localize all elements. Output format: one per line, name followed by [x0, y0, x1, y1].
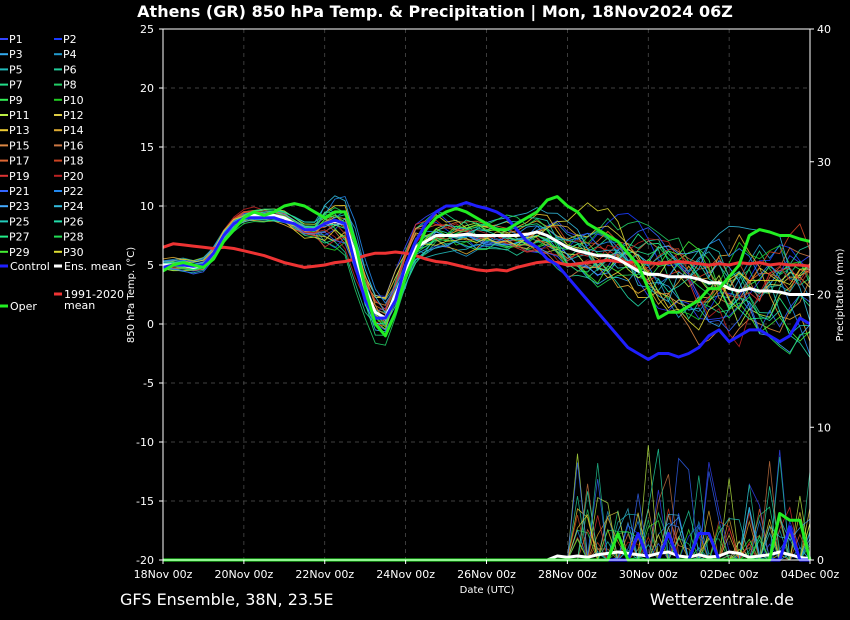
y-axis-ticks: 25 20 15 10 5 0 -5 -10 -15 -20 — [136, 23, 163, 567]
y-tick-label: 25 — [140, 23, 154, 36]
legend-entry-p20: P20 — [63, 170, 84, 183]
main-series — [162, 195, 812, 562]
legend-entry-p6: P6 — [63, 63, 77, 76]
y2-tick-label: 10 — [817, 421, 831, 434]
legend-entry-p26: P26 — [63, 215, 84, 228]
x-axis-ticks: 18Nov 00z 20Nov 00z 22Nov 00z 24Nov 00z 26No… — [134, 560, 840, 581]
legend: P1 P2 P3 P4 P5 P6 P7 P8 P9 P10 P11 P12 P13 P14 P15 P16 P… — [0, 33, 124, 313]
legend-entry-p15: P15 — [9, 139, 30, 152]
legend-entry-p22: P22 — [63, 185, 84, 198]
y2-tick-label: 30 — [817, 156, 831, 169]
member-precip-p27 — [163, 515, 811, 562]
x-tick-label: 22Nov 00z — [295, 568, 354, 581]
y-tick-label: 15 — [140, 141, 154, 154]
y-tick-label: -5 — [143, 377, 154, 390]
legend-entry-p7: P7 — [9, 79, 23, 92]
legend-entry-p2: P2 — [63, 33, 77, 46]
y-tick-label: -15 — [136, 495, 154, 508]
x-tick-label: 18Nov 00z — [134, 568, 193, 581]
series-line-1991-2020-mean — [162, 242, 811, 273]
legend-entry-p4: P4 — [63, 48, 77, 61]
y2-axis-ticks: 40 30 20 10 0 — [810, 23, 831, 567]
series-line-control — [162, 201, 811, 361]
y-tick-label: -20 — [136, 554, 154, 567]
y-axis-label: 850 hPa Temp. (°C) — [126, 247, 137, 343]
legend-entry-p8: P8 — [63, 79, 77, 92]
legend-entry-p27: P27 — [9, 231, 30, 244]
legend-entry-p28: P28 — [63, 231, 84, 244]
legend-entry-p30: P30 — [63, 246, 84, 259]
y2-tick-label: 20 — [817, 289, 831, 302]
footer-source: Wetterzentrale.de — [650, 590, 794, 609]
series-line-ens-mean — [163, 213, 810, 320]
x-tick-label: 24Nov 00z — [376, 568, 435, 581]
legend-entry-p23: P23 — [9, 200, 30, 213]
x-tick-label: 26Nov 00z — [457, 568, 516, 581]
legend-entry-p14: P14 — [63, 124, 84, 137]
legend-entry-p29: P29 — [9, 246, 30, 259]
member-precip-p30 — [163, 513, 811, 561]
legend-entry-p3: P3 — [9, 48, 23, 61]
member-line-p22 — [162, 195, 811, 355]
legend-entry-p17: P17 — [9, 155, 30, 168]
x-axis-label: Date (UTC) — [460, 585, 515, 596]
legend-entry-p1: P1 — [9, 33, 23, 46]
y2-tick-label: 40 — [817, 23, 831, 36]
legend-entry-p18: P18 — [63, 155, 84, 168]
y-tick-label: 5 — [147, 259, 154, 272]
legend-entry-oper: Oper — [10, 300, 37, 313]
y-tick-label: 20 — [140, 82, 154, 95]
legend-entry-p5: P5 — [9, 63, 23, 76]
x-tick-label: 28Nov 00z — [538, 568, 597, 581]
footer-model-info: GFS Ensemble, 38N, 23.5E — [120, 590, 333, 609]
chart-title: Athens (GR) 850 hPa Temp. & Precipitatio… — [137, 2, 733, 22]
legend-entry-p24: P24 — [63, 200, 84, 213]
x-tick-label: 20Nov 00z — [215, 568, 274, 581]
y-tick-label: -10 — [136, 436, 154, 449]
legend-entry-p9: P9 — [9, 94, 23, 107]
legend-entry-ens-mean: Ens. mean — [64, 260, 122, 273]
x-tick-label: 02Dec 00z — [700, 568, 759, 581]
legend-entry-p13: P13 — [9, 124, 30, 137]
legend-entry-p12: P12 — [63, 109, 84, 122]
legend-entry-p21: P21 — [9, 185, 30, 198]
ensemble-members — [162, 195, 811, 562]
legend-entry-1991-2020-mean: 1991-2020 mean — [64, 288, 124, 312]
member-line-p25 — [162, 210, 811, 336]
series-line-oper — [162, 195, 811, 338]
legend-entry-control: Control — [10, 260, 50, 273]
legend-entry-p25: P25 — [9, 215, 30, 228]
x-tick-label: 04Dec 00z — [781, 568, 840, 581]
x-tick-label: 30Nov 00z — [619, 568, 678, 581]
legend-entry-p10: P10 — [63, 94, 84, 107]
legend-entry-p19: P19 — [9, 170, 30, 183]
legend-entry-p16: P16 — [63, 139, 84, 152]
y-tick-label: 0 — [147, 318, 154, 331]
y-tick-label: 10 — [140, 200, 154, 213]
y2-tick-label: 0 — [817, 554, 824, 567]
y2-axis-label: Precipitation (mm) — [835, 248, 846, 341]
legend-entry-p11: P11 — [9, 109, 30, 122]
